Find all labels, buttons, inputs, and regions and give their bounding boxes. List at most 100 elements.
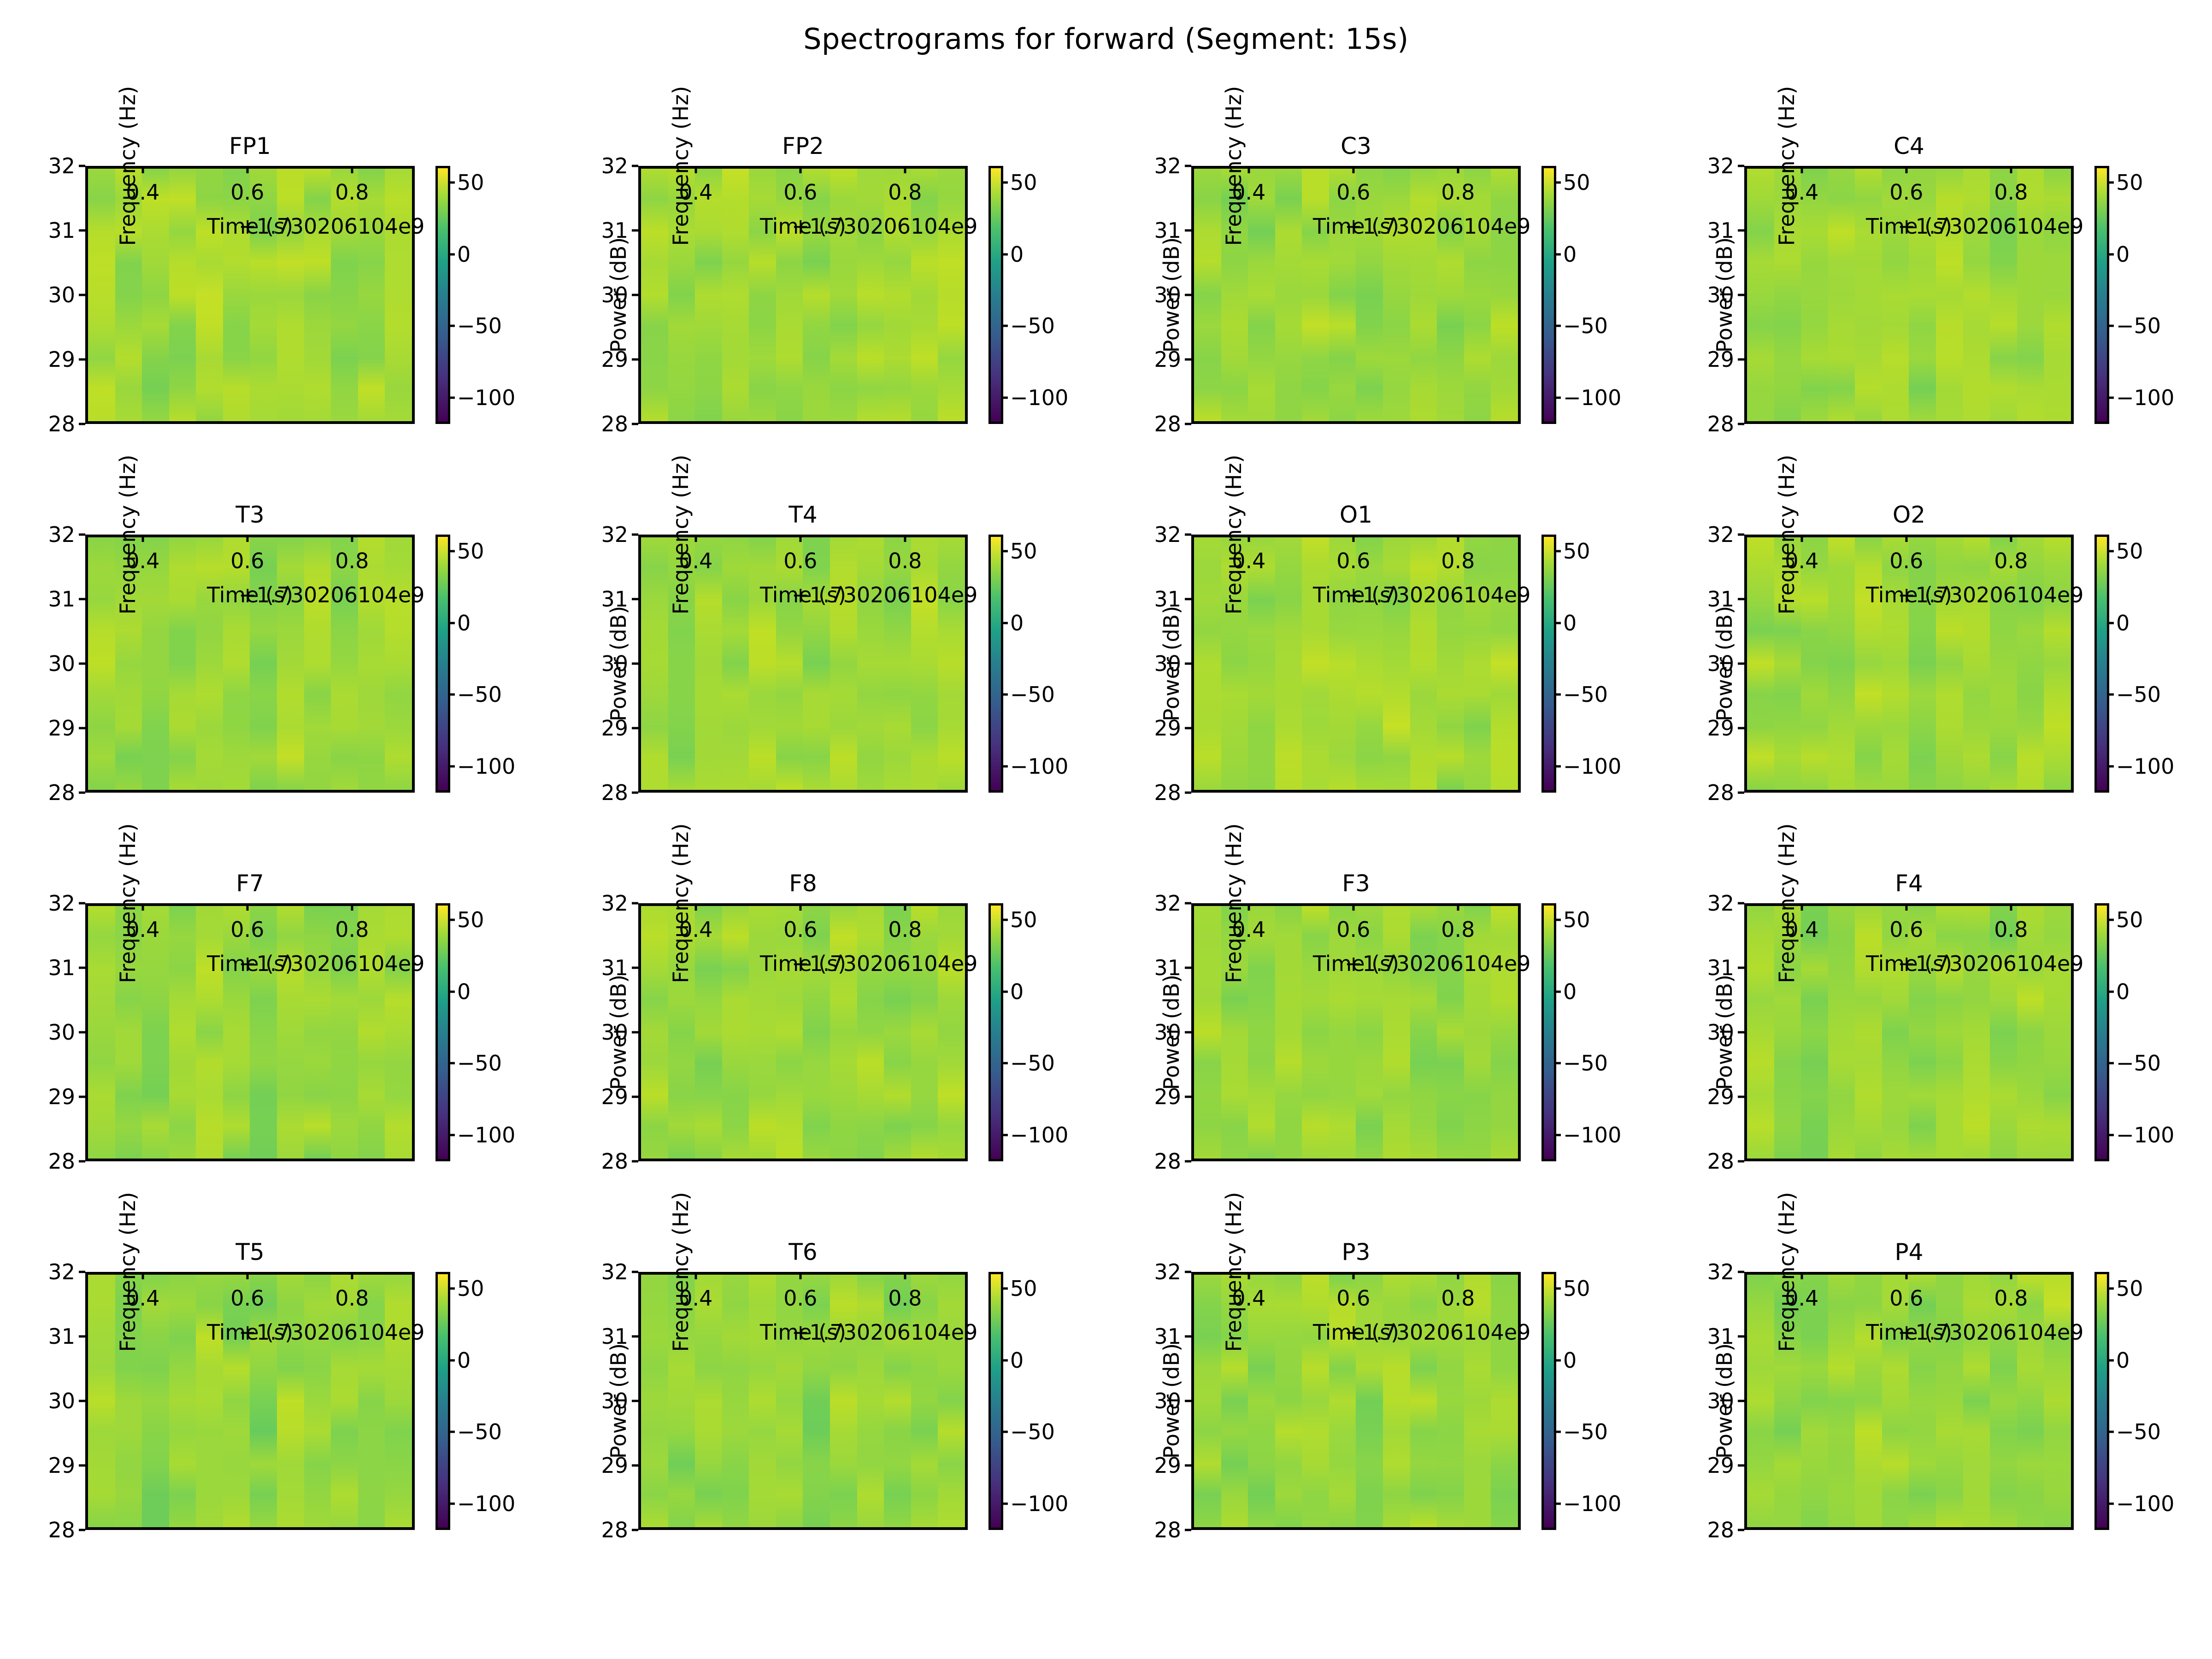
y-tick-label: 28 — [1707, 1518, 1734, 1542]
colorbar-tick-label: 50 — [1563, 539, 1590, 564]
colorbar-tick-label: 0 — [1010, 979, 1024, 1004]
time-bin — [304, 1275, 331, 1527]
time-bin — [142, 906, 169, 1159]
y-tick-mark — [1185, 1160, 1191, 1163]
colorbar-tick-label: 0 — [2116, 241, 2130, 267]
colorbar-tick-mark — [1001, 1287, 1008, 1290]
time-bin — [1963, 906, 1990, 1159]
y-tick-label: 30 — [1154, 651, 1181, 676]
time-bin — [1774, 906, 1801, 1159]
colorbar-tick-label: −50 — [1563, 1419, 1608, 1445]
x-tick-label: 0.4 — [126, 180, 160, 205]
y-tick-label: 29 — [601, 716, 628, 741]
y-tick-label: 31 — [48, 955, 75, 980]
spectrogram-image — [1191, 166, 1521, 424]
y-tick-label: 31 — [601, 587, 628, 612]
colorbar-tick-mark — [448, 253, 455, 256]
time-bin — [304, 906, 331, 1159]
y-tick-label: 29 — [1154, 1084, 1181, 1109]
time-bin — [830, 906, 857, 1159]
colorbar-tick-label: 0 — [2116, 1347, 2130, 1373]
time-bin — [358, 537, 385, 790]
time-bin — [722, 169, 749, 421]
x-tick-label: 0.4 — [1785, 917, 1819, 942]
colorbar-tick-label: −50 — [457, 682, 502, 707]
x-axis-offset-text: +1.730206104e9 — [1345, 214, 1531, 239]
x-tick-label: 0.8 — [335, 548, 369, 573]
x-axis-label: Time (s) — [1312, 214, 1400, 239]
time-bin — [196, 906, 223, 1159]
colorbar-tick-mark — [1554, 622, 1561, 624]
colorbar-tick-mark — [1554, 324, 1561, 327]
x-tick-mark — [2010, 1272, 2012, 1279]
colorbar-tick-mark — [1001, 1134, 1008, 1136]
y-tick-label: 31 — [1707, 1324, 1734, 1349]
x-tick-mark — [1800, 166, 1803, 173]
y-tick-label: 30 — [1707, 1020, 1734, 1045]
y-tick-label: 28 — [1707, 780, 1734, 805]
x-axis-label: Time (s) — [1865, 1320, 1953, 1345]
spectrogram-image — [1744, 1272, 2074, 1530]
colorbar-tick-label: −100 — [1563, 1491, 1622, 1516]
y-tick-mark — [1738, 662, 1744, 665]
time-bin — [830, 169, 857, 421]
x-tick-label: 0.8 — [1441, 548, 1475, 573]
y-tick-label: 29 — [48, 716, 75, 741]
y-axis-label: Frequency (Hz) — [115, 86, 140, 246]
colorbar-tick-label: 0 — [1010, 610, 1024, 635]
time-bin — [1828, 169, 1855, 421]
x-tick-mark — [351, 535, 353, 542]
y-tick-mark — [632, 1271, 638, 1273]
x-tick-mark — [694, 1272, 697, 1279]
time-bin — [1194, 1275, 1221, 1527]
x-axis-label: Time (s) — [206, 1320, 294, 1345]
x-tick-label: 0.8 — [1994, 548, 2028, 573]
y-tick-label: 32 — [1154, 1259, 1181, 1284]
time-bin — [803, 1275, 830, 1527]
time-bin — [1774, 537, 1801, 790]
y-tick-mark — [1738, 229, 1744, 232]
x-tick-label: 0.4 — [1232, 548, 1266, 573]
time-bin — [115, 169, 142, 421]
x-axis-offset-text: +1.730206104e9 — [239, 951, 425, 976]
y-tick-label: 31 — [1154, 1324, 1181, 1349]
x-tick-mark — [1905, 535, 1908, 542]
y-tick-label: 32 — [48, 522, 75, 547]
subplot-title: T3 — [235, 501, 265, 528]
time-bin — [1882, 1275, 1909, 1527]
colorbar-tick-mark — [448, 1502, 455, 1505]
colorbar-tick-mark — [1554, 396, 1561, 399]
colorbar-tick-label: −100 — [1563, 753, 1622, 779]
y-tick-label: 28 — [601, 412, 628, 436]
time-bin — [250, 1275, 277, 1527]
spectrogram-image — [85, 166, 415, 424]
x-axis-offset-text: +1.730206104e9 — [239, 582, 425, 607]
colorbar-tick-label: −50 — [2116, 682, 2161, 707]
colorbar-tick-label: 0 — [457, 1347, 471, 1373]
y-tick-mark — [79, 1271, 85, 1273]
x-tick-mark — [1352, 1272, 1355, 1279]
time-bin — [938, 169, 965, 421]
colorbar-tick-mark — [448, 1062, 455, 1065]
colorbar-tick-label: −100 — [1010, 1491, 1069, 1516]
colorbar-tick-mark — [1554, 1062, 1561, 1065]
y-tick-label: 29 — [1707, 716, 1734, 741]
time-bin — [1248, 906, 1275, 1159]
y-axis-label: Frequency (Hz) — [1774, 1192, 1799, 1352]
x-tick-mark — [246, 535, 249, 542]
colorbar-tick-mark — [1001, 253, 1008, 256]
time-bin — [1491, 906, 1518, 1159]
x-tick-label: 0.4 — [1232, 180, 1266, 205]
colorbar-tick-mark — [2107, 765, 2114, 768]
subplot-title: O1 — [1339, 501, 1373, 528]
time-bin — [1936, 1275, 1963, 1527]
y-tick-mark — [632, 902, 638, 905]
y-tick-mark — [1738, 1400, 1744, 1402]
colorbar-tick-mark — [1001, 693, 1008, 696]
time-bin — [722, 906, 749, 1159]
x-tick-label: 0.8 — [1994, 917, 2028, 942]
y-tick-label: 32 — [1154, 153, 1181, 178]
time-bin — [1248, 169, 1275, 421]
